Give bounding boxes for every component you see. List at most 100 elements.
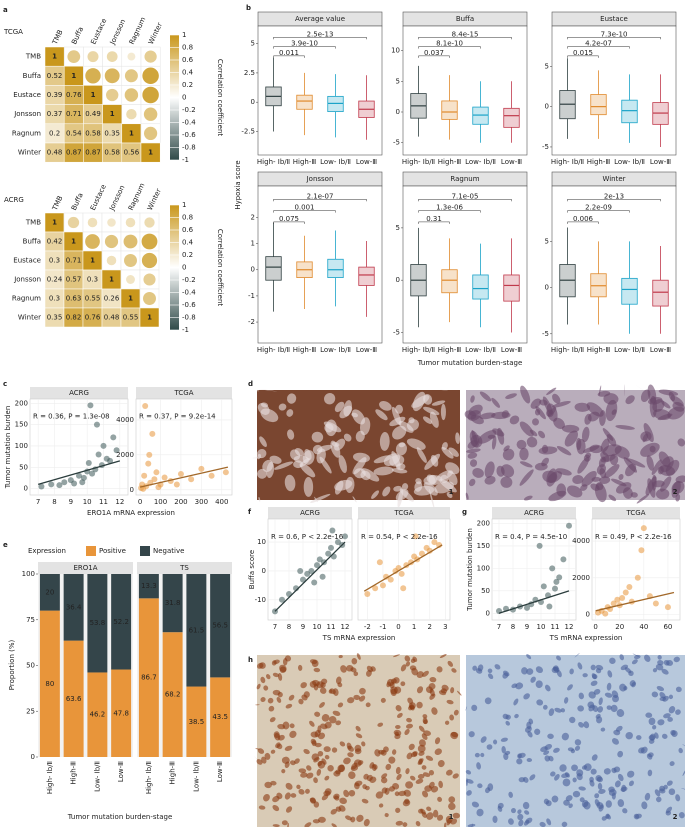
facet-strip xyxy=(592,507,680,519)
point xyxy=(222,469,229,476)
x-tick-label: Low- Ⅰb/Ⅱ xyxy=(465,346,496,354)
facet-title: Winter xyxy=(602,175,625,183)
x-axis-label: TS mRNA expression xyxy=(549,634,623,642)
texture xyxy=(270,749,276,754)
texture xyxy=(556,445,572,456)
texture xyxy=(581,470,597,487)
facet-strip xyxy=(492,507,576,519)
texture xyxy=(305,788,310,794)
texture xyxy=(528,718,534,725)
y-tick-label: 10 xyxy=(391,47,400,55)
texture xyxy=(300,772,308,778)
texture xyxy=(516,439,527,450)
texture xyxy=(470,395,475,403)
cell-value: 0.57 xyxy=(66,276,82,284)
texture xyxy=(673,656,680,663)
texture xyxy=(257,389,259,392)
texture xyxy=(569,716,576,724)
texture xyxy=(375,409,388,421)
p-value: 0.015 xyxy=(573,49,593,57)
x-tick-label: 8 xyxy=(52,498,56,506)
point xyxy=(297,567,304,574)
texture xyxy=(594,793,600,799)
texture xyxy=(281,820,288,826)
y-tick-label: 2 xyxy=(251,213,255,221)
texture xyxy=(353,452,370,463)
texture xyxy=(257,403,270,415)
x-tick-label: High- Ⅰb/Ⅱ xyxy=(402,158,435,166)
texture xyxy=(678,747,683,754)
texture xyxy=(563,697,569,704)
bar-segment xyxy=(111,669,132,757)
cell-value: 0.56 xyxy=(124,149,140,157)
texture xyxy=(448,447,459,457)
texture xyxy=(402,822,408,827)
texture xyxy=(578,786,586,791)
x-tick-label: Low- Ⅰb/Ⅱ xyxy=(465,158,496,166)
bar-label: 31.8 xyxy=(165,599,181,607)
texture xyxy=(633,813,640,820)
point xyxy=(314,562,320,569)
texture xyxy=(568,803,573,809)
y-tick-label: -5 xyxy=(393,139,400,147)
texture xyxy=(446,492,453,499)
texture xyxy=(380,697,386,703)
point xyxy=(664,604,671,611)
bracket xyxy=(273,199,367,202)
texture xyxy=(318,816,326,823)
colorbar-tick-label: -0.8 xyxy=(182,314,196,322)
texture xyxy=(431,707,438,715)
x-tick-label: 11 xyxy=(327,623,336,631)
texture xyxy=(663,660,670,666)
x-tick-label: 20 xyxy=(615,623,624,631)
texture xyxy=(645,476,657,496)
point xyxy=(56,482,63,489)
texture xyxy=(396,773,402,781)
texture xyxy=(500,464,515,478)
facet-strip xyxy=(268,507,352,519)
texture xyxy=(505,393,517,399)
texture xyxy=(437,760,445,768)
y-tick-label: 150 xyxy=(15,421,28,429)
x-tick-label: High- Ⅰb/Ⅱ xyxy=(145,761,153,794)
facet-title: ACRG xyxy=(300,509,320,517)
texture xyxy=(359,687,366,695)
row-label: Winter xyxy=(18,149,41,157)
texture xyxy=(502,672,509,679)
texture xyxy=(582,445,600,453)
texture xyxy=(313,801,320,808)
facet-title: ACRG xyxy=(69,389,89,397)
point xyxy=(546,603,553,610)
texture xyxy=(654,732,659,739)
texture xyxy=(395,404,404,414)
x-tick-label: 0 xyxy=(593,623,597,631)
texture xyxy=(590,664,596,671)
texture xyxy=(303,691,310,698)
texture xyxy=(379,432,390,451)
p-value: 4.2e-07 xyxy=(585,40,612,48)
colorbar-tick-label: 0.8 xyxy=(182,214,193,222)
colorbar-tick-label: -0.4 xyxy=(182,289,196,297)
texture xyxy=(625,731,633,740)
texture xyxy=(339,741,346,747)
panel-label: e xyxy=(3,541,8,549)
facet-strip xyxy=(358,507,450,519)
y-tick-label: -1 xyxy=(248,292,255,300)
texture xyxy=(467,410,481,421)
texture xyxy=(405,781,414,789)
texture xyxy=(665,459,680,476)
texture xyxy=(484,475,496,485)
texture xyxy=(447,471,458,486)
texture xyxy=(622,808,628,814)
point xyxy=(146,451,153,458)
y-tick-label: -2 xyxy=(248,318,255,326)
box xyxy=(472,106,489,125)
bar-segment xyxy=(39,574,60,611)
column-label: Winter xyxy=(147,21,164,45)
matrix-circle xyxy=(126,275,135,284)
cell-value: 0.58 xyxy=(85,129,101,137)
stat-label: R = 0.54, P < 2.2e-16 xyxy=(361,533,438,541)
texture xyxy=(401,483,409,491)
texture xyxy=(285,782,293,790)
point xyxy=(540,583,547,590)
